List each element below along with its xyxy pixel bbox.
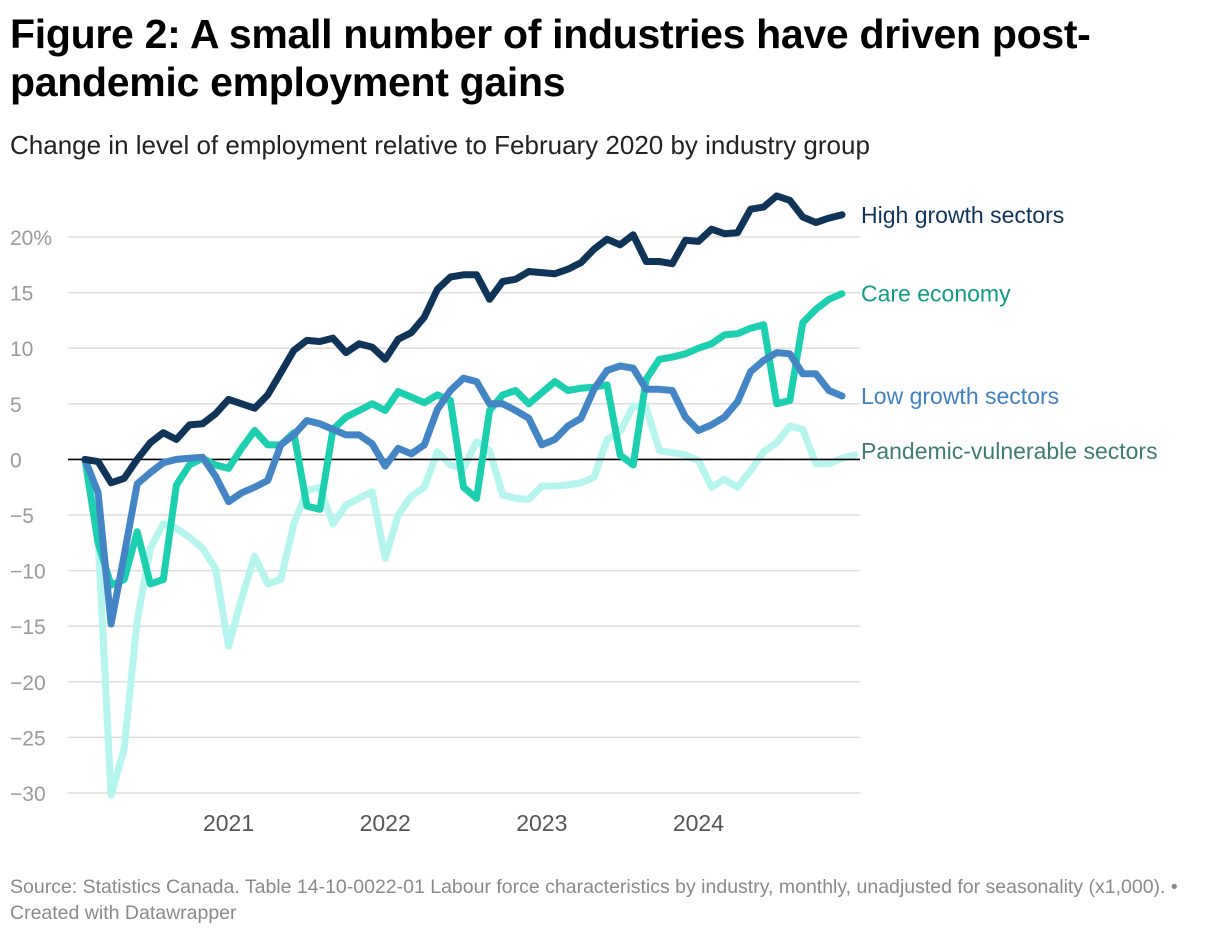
series-line-pandemic-vulnerable-sectors xyxy=(81,402,859,799)
y-tick-label: −20 xyxy=(10,672,46,695)
series-label: Pandemic-vulnerable sectors xyxy=(861,438,1158,464)
y-tick-label: −25 xyxy=(10,727,46,750)
source-note: Source: Statistics Canada. Table 14-10-0… xyxy=(10,876,1178,924)
y-tick-label: −10 xyxy=(10,561,46,584)
y-tick-label: 20% xyxy=(10,227,52,250)
x-axis: 2021 2022 2023 2024 xyxy=(203,810,724,836)
series-lines xyxy=(68,192,860,799)
series-line-low-growth-sectors xyxy=(81,349,846,628)
x-tick-label: 2021 xyxy=(203,810,254,836)
series-line-high-growth-sectors xyxy=(81,192,846,487)
series-line-care-economy xyxy=(81,290,846,589)
x-tick-label: 2022 xyxy=(360,810,411,836)
series-label: High growth sectors xyxy=(861,202,1064,228)
gridlines xyxy=(68,236,860,794)
y-tick-label: −15 xyxy=(10,616,46,639)
series-labels: Pandemic-vulnerable sectors Care economy L… xyxy=(861,202,1158,464)
chart-subtitle: Change in level of employment relative t… xyxy=(10,130,870,160)
series-label: Care economy xyxy=(861,281,1011,307)
y-tick-label: 0 xyxy=(10,449,22,472)
y-axis: 20% 15 10 5 0 −5 −10 −15 −20 −25 −30 xyxy=(10,227,52,806)
y-tick-label: 5 xyxy=(10,394,22,417)
y-tick-label: −30 xyxy=(10,783,46,806)
y-tick-label: −5 xyxy=(10,505,34,528)
series-label: Low growth sectors xyxy=(861,383,1059,409)
y-tick-label: 15 xyxy=(10,283,33,306)
x-tick-label: 2024 xyxy=(673,810,724,836)
y-tick-label: 10 xyxy=(10,338,33,361)
chart-title: Figure 2: A small number of industries h… xyxy=(10,11,1091,105)
x-tick-label: 2023 xyxy=(516,810,567,836)
